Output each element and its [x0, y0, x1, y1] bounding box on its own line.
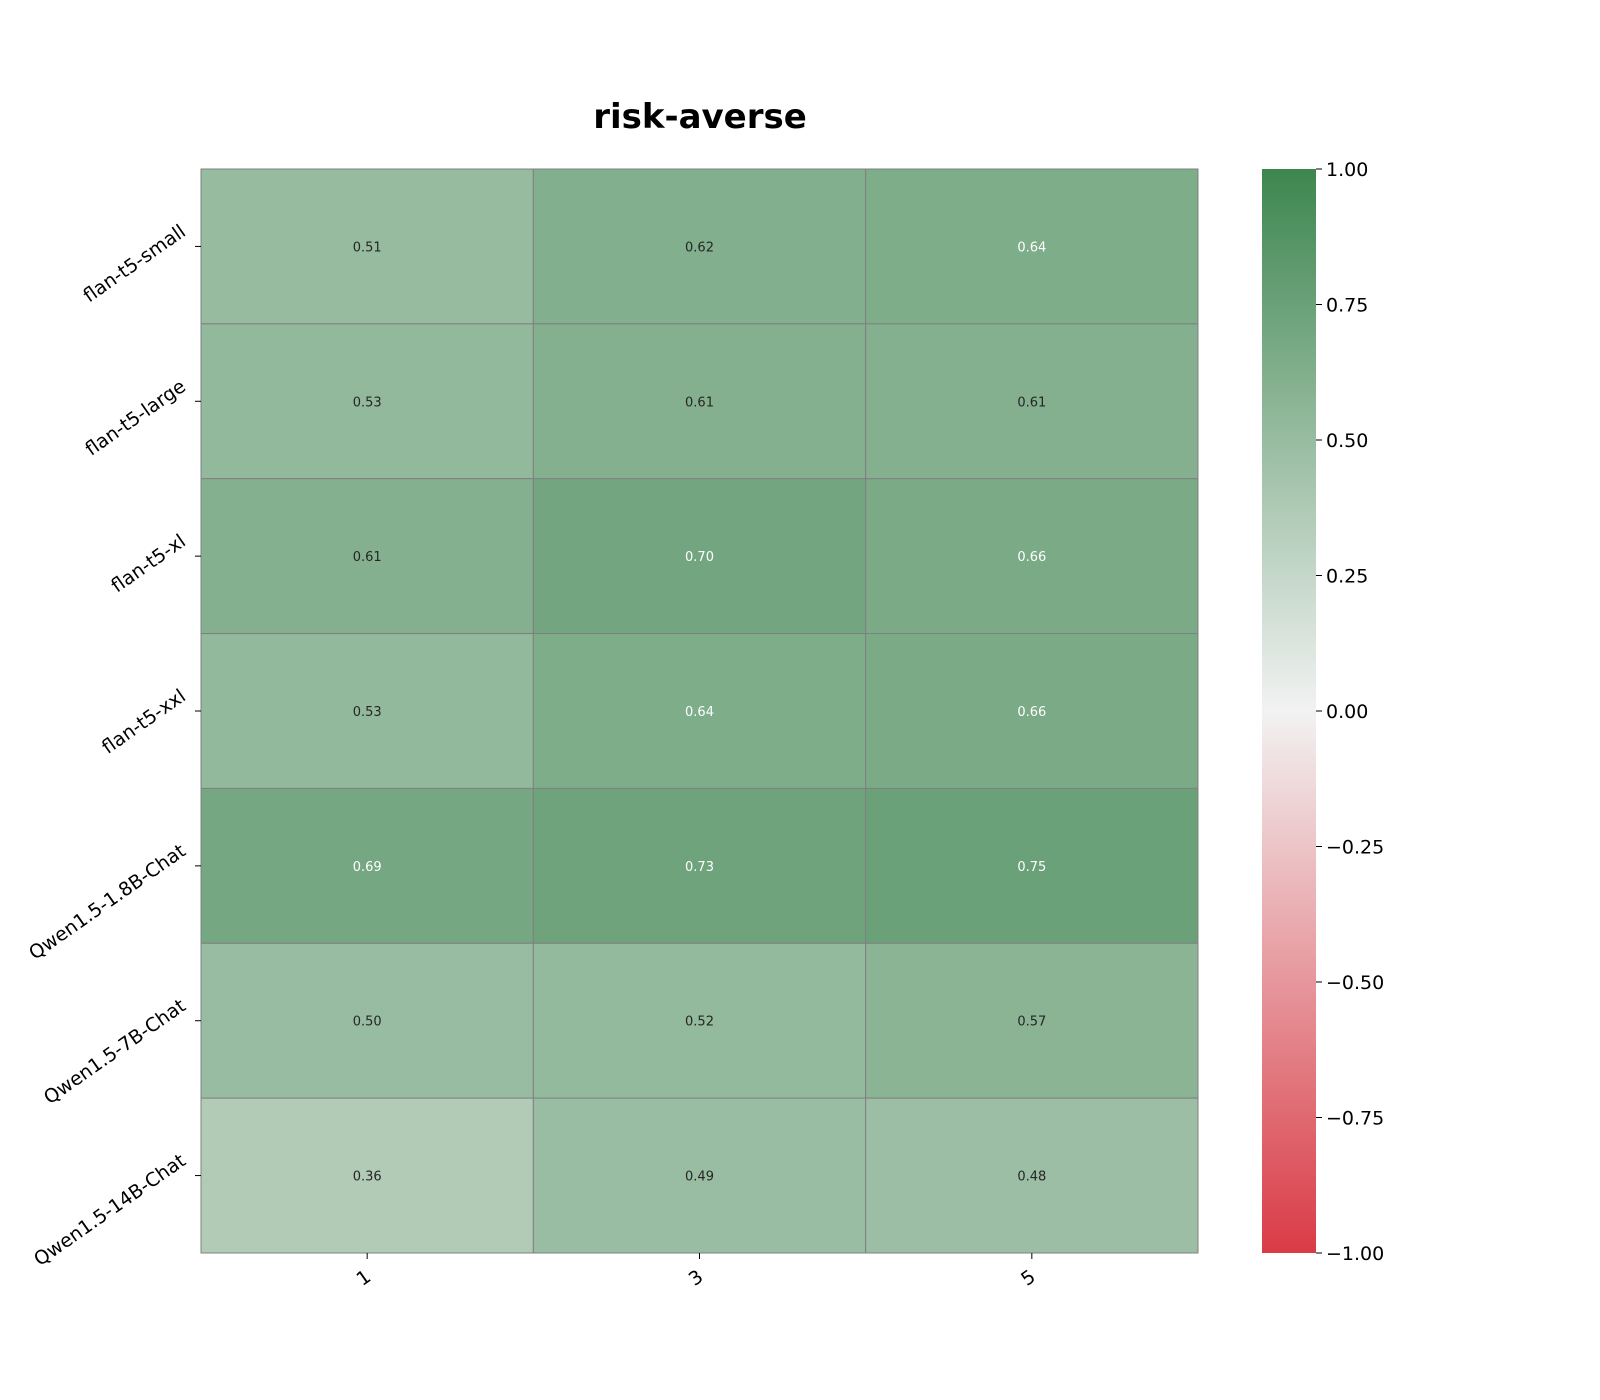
x-tick-label: 5	[1017, 1266, 1040, 1291]
heatmap-cell	[865, 168, 1199, 325]
heatmap-cell	[865, 942, 1199, 1099]
heatmap-value-labels: 0.51 0.62 0.64 0.53 0.61 0.61 0.61 0.70 0.66 0.53…	[353, 240, 1047, 1184]
heatmap-cell	[865, 787, 1199, 944]
colorbar-tick-label: 0.75	[1326, 295, 1368, 317]
cell-value-label: 0.73	[685, 860, 714, 875]
x-tick-label: 1	[352, 1266, 375, 1291]
heatmap-cell	[865, 323, 1199, 480]
y-tick-label: flan-t5-small	[79, 221, 190, 308]
cell-value-label: 0.69	[353, 860, 382, 875]
cell-value-label: 0.57	[1017, 1015, 1046, 1030]
cell-value-label: 0.62	[685, 240, 714, 255]
heatmap-cell	[532, 942, 867, 1099]
colorbar-tick-label: −1.00	[1326, 1243, 1384, 1265]
cell-value-label: 0.70	[685, 550, 714, 565]
heatmap-cell	[532, 323, 867, 480]
colorbar: 1.00 0.75 0.50 0.25 0.00 −0.25 −0.50 −0.75 −1.00	[1262, 159, 1384, 1265]
heatmap-cell	[865, 1097, 1199, 1254]
heatmap-cells	[200, 168, 1199, 1254]
heatmap-cell	[200, 323, 534, 480]
y-tick-label: flan-t5-xxl	[98, 685, 190, 758]
heatmap-cell	[532, 787, 867, 944]
heatmap-cell	[532, 168, 867, 325]
x-tick-label: 3	[685, 1266, 708, 1291]
heatmap-cell	[532, 478, 867, 635]
cell-value-label: 0.61	[353, 550, 382, 565]
colorbar-tick-label: −0.75	[1326, 1108, 1384, 1130]
cell-value-label: 0.36	[353, 1170, 382, 1185]
colorbar-tick-label: 0.50	[1326, 430, 1368, 452]
colorbar-tick-label: −0.50	[1326, 972, 1384, 994]
colorbar-gradient	[1262, 169, 1316, 1253]
cell-value-label: 0.53	[353, 395, 382, 410]
cell-value-label: 0.51	[353, 240, 382, 255]
heatmap-cell	[865, 633, 1199, 789]
cell-value-label: 0.48	[1017, 1170, 1046, 1185]
heatmap-cell	[200, 787, 534, 944]
cell-value-label: 0.49	[685, 1170, 714, 1185]
y-tick-label: flan-t5-large	[81, 375, 190, 460]
colorbar-tick-label: 0.25	[1326, 566, 1368, 588]
cell-value-label: 0.61	[685, 395, 714, 410]
y-tick-label: Qwen1.5-14B-Chat	[30, 1150, 190, 1271]
cell-value-label: 0.64	[685, 705, 714, 720]
heatmap-cell	[200, 478, 534, 635]
cell-value-label: 0.50	[353, 1015, 382, 1030]
cell-value-label: 0.75	[1017, 860, 1046, 875]
y-tick-label: Qwen1.5-7B-Chat	[40, 995, 190, 1109]
cell-value-label: 0.53	[353, 705, 382, 720]
cell-value-label: 0.52	[685, 1015, 714, 1030]
cell-value-label: 0.64	[1017, 240, 1046, 255]
colorbar-tick-label: 0.00	[1326, 701, 1368, 723]
y-axis: flan-t5-small flan-t5-large flan-t5-xl flan…	[25, 221, 201, 1271]
chart-title: risk-averse	[593, 97, 807, 137]
y-tick-label: flan-t5-xl	[107, 530, 190, 597]
colorbar-tick-label: 1.00	[1326, 159, 1368, 181]
heatmap-cell	[200, 633, 534, 789]
heatmap-cell	[200, 1097, 534, 1254]
colorbar-tick-label: −0.25	[1326, 837, 1384, 859]
y-tick-label: Qwen1.5-1.8B-Chat	[25, 840, 190, 965]
cell-value-label: 0.66	[1017, 705, 1046, 720]
heatmap-cell	[200, 168, 534, 325]
cell-value-label: 0.61	[1017, 395, 1046, 410]
x-axis: 1 3 5	[352, 1253, 1040, 1291]
cell-value-label: 0.66	[1017, 550, 1046, 565]
heatmap-cell	[532, 1097, 867, 1254]
